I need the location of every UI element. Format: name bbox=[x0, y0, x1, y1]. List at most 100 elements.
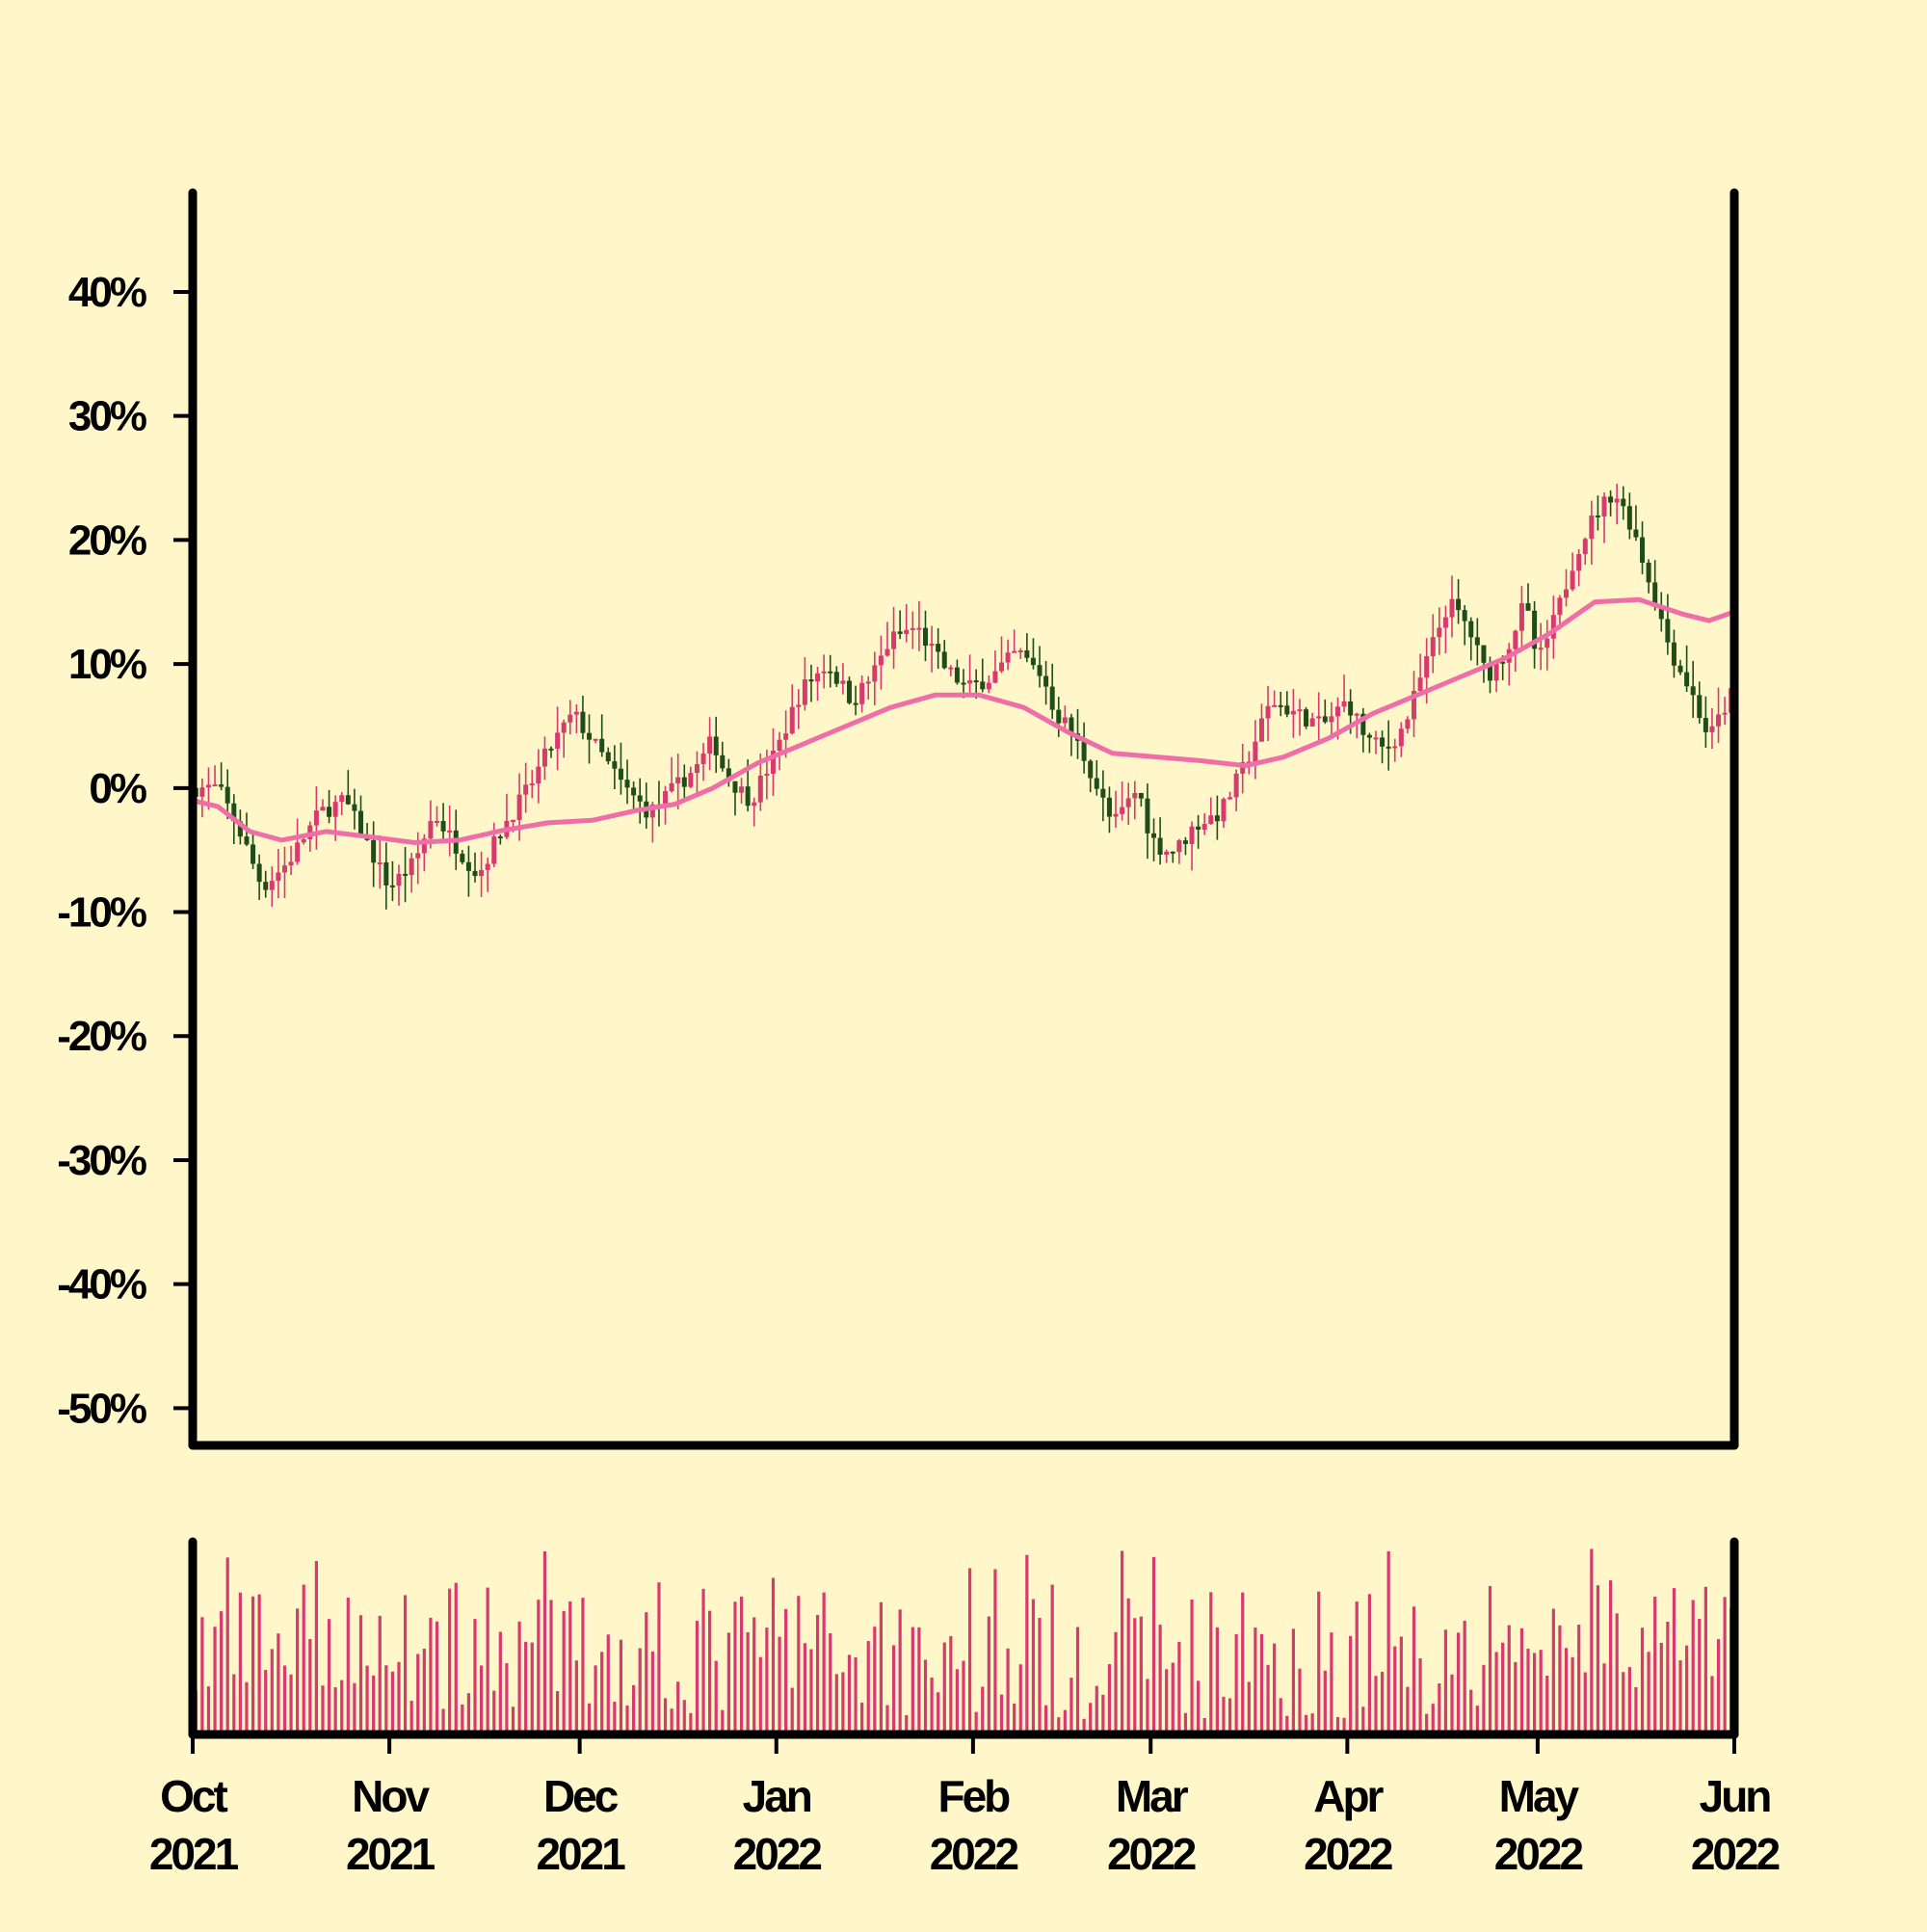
candle bbox=[383, 842, 389, 910]
candle bbox=[1716, 687, 1722, 743]
x-tick-label-year: 2022 bbox=[930, 1829, 1018, 1879]
candle bbox=[523, 762, 529, 813]
y-tick-label: -30% bbox=[57, 1137, 146, 1184]
volume-bar bbox=[1583, 1672, 1587, 1734]
volume-bar bbox=[682, 1700, 686, 1734]
candle-body bbox=[853, 702, 858, 705]
candle-body bbox=[1201, 824, 1207, 830]
candle-body bbox=[1703, 718, 1708, 732]
candle-body bbox=[1145, 798, 1150, 834]
candle-body bbox=[491, 836, 497, 864]
candle bbox=[224, 769, 230, 820]
candle-body bbox=[1481, 645, 1487, 663]
volume-bar bbox=[619, 1639, 623, 1734]
volume-bar bbox=[238, 1592, 242, 1734]
volume-bar bbox=[746, 1632, 750, 1734]
x-tick-label-month: Feb bbox=[937, 1771, 1010, 1821]
volume-bar bbox=[784, 1608, 788, 1734]
candle-body bbox=[986, 682, 991, 690]
candle bbox=[357, 795, 363, 838]
volume-bars-layer bbox=[194, 1548, 1733, 1734]
volume-bar bbox=[650, 1651, 654, 1734]
candle-body bbox=[612, 761, 618, 769]
volume-bar bbox=[581, 1598, 585, 1734]
candle-body bbox=[1240, 761, 1246, 774]
candle bbox=[212, 765, 218, 787]
volume-bar bbox=[314, 1561, 318, 1734]
volume-bar bbox=[346, 1597, 350, 1734]
candle-body bbox=[605, 752, 611, 762]
candle-body bbox=[1474, 637, 1480, 646]
price-panel-frame bbox=[188, 188, 1739, 1450]
candle bbox=[605, 747, 611, 765]
candle-body bbox=[941, 651, 947, 669]
candle bbox=[796, 689, 802, 729]
volume-panel: Oct 2021 Nov 2021 Dec 2021 Jan 2022 Feb 2022 Mar 20… bbox=[149, 1537, 1782, 1879]
candle bbox=[1386, 720, 1391, 771]
candle bbox=[1690, 660, 1696, 718]
volume-bar bbox=[537, 1600, 541, 1734]
candle bbox=[1697, 681, 1703, 725]
candle bbox=[472, 852, 478, 883]
candle-body bbox=[1601, 496, 1607, 516]
candle-body bbox=[237, 821, 243, 837]
candle-body bbox=[1614, 498, 1620, 503]
volume-bar bbox=[1393, 1646, 1397, 1734]
volume-bar bbox=[1374, 1676, 1378, 1734]
candle-body bbox=[1658, 606, 1664, 620]
candle bbox=[1278, 691, 1283, 717]
candle bbox=[624, 759, 630, 805]
volume-bar bbox=[1025, 1554, 1029, 1734]
candle-body bbox=[859, 682, 865, 704]
candle bbox=[263, 870, 269, 898]
volume-bar bbox=[752, 1617, 756, 1734]
candle-body bbox=[948, 667, 954, 670]
x-tick-label-year: 2021 bbox=[536, 1829, 625, 1879]
volume-bar bbox=[1234, 1633, 1238, 1734]
candle bbox=[288, 845, 294, 876]
volume-bar bbox=[1577, 1625, 1581, 1734]
candle bbox=[1437, 607, 1442, 655]
candle bbox=[434, 806, 439, 827]
candle bbox=[1201, 813, 1207, 835]
candle-body bbox=[796, 704, 802, 707]
candle bbox=[1405, 716, 1411, 734]
candles-layer bbox=[193, 484, 1734, 910]
volume-bar bbox=[993, 1569, 997, 1734]
volume-bar bbox=[1335, 1717, 1340, 1734]
candle bbox=[1037, 646, 1043, 688]
volume-bar bbox=[200, 1617, 204, 1734]
candle bbox=[1373, 730, 1379, 754]
candle-body bbox=[580, 711, 586, 733]
x-tick-label-year: 2022 bbox=[733, 1829, 822, 1879]
candle-body bbox=[846, 680, 852, 703]
candle bbox=[1214, 795, 1220, 840]
candle-body bbox=[649, 804, 655, 818]
candle-body bbox=[219, 784, 224, 787]
volume-bar bbox=[486, 1587, 489, 1734]
volume-bar bbox=[568, 1601, 572, 1734]
candle-body bbox=[1334, 706, 1340, 717]
candle bbox=[872, 651, 878, 705]
candle-body bbox=[339, 795, 345, 803]
volume-bar bbox=[1514, 1661, 1518, 1734]
candle bbox=[1081, 722, 1087, 774]
volume-bar bbox=[1139, 1616, 1143, 1734]
volume-bar bbox=[708, 1610, 712, 1734]
candle-body bbox=[1316, 716, 1322, 719]
candle-body bbox=[1626, 506, 1632, 530]
volume-bar bbox=[695, 1621, 700, 1734]
volume-bar bbox=[815, 1614, 820, 1734]
candle-body bbox=[1640, 537, 1646, 563]
x-tick-label-month: Apr bbox=[1313, 1771, 1384, 1821]
volume-bar bbox=[1050, 1584, 1054, 1734]
volume-bar bbox=[606, 1634, 610, 1734]
candle-body bbox=[916, 627, 922, 630]
volume-bar bbox=[448, 1588, 452, 1734]
candle-body bbox=[1258, 718, 1264, 742]
candle-body bbox=[383, 861, 389, 886]
volume-bar bbox=[1227, 1698, 1232, 1734]
candle bbox=[865, 675, 871, 700]
candle bbox=[1233, 769, 1239, 811]
candle-body bbox=[1417, 677, 1423, 691]
